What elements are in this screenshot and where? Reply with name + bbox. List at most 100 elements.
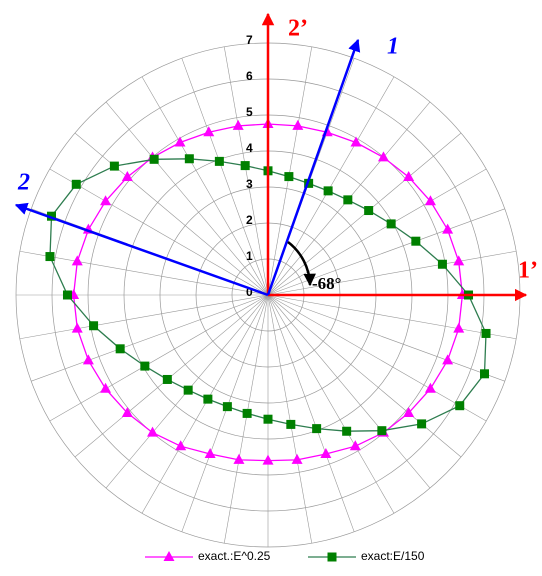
marker bbox=[403, 407, 415, 418]
spoke bbox=[267, 294, 355, 532]
marker bbox=[417, 419, 427, 429]
marker bbox=[204, 447, 216, 458]
marker bbox=[175, 440, 187, 451]
marker bbox=[312, 424, 322, 434]
marker bbox=[100, 382, 112, 393]
annotation: 2’ bbox=[288, 16, 308, 42]
spoke bbox=[223, 294, 269, 544]
marker bbox=[292, 119, 304, 130]
marker bbox=[437, 259, 447, 269]
spoke bbox=[141, 294, 269, 514]
marker bbox=[442, 223, 454, 234]
spoke bbox=[267, 294, 395, 514]
marker bbox=[163, 551, 175, 561]
r-tick-label: 7 bbox=[246, 33, 253, 47]
marker bbox=[455, 401, 465, 411]
marker bbox=[71, 322, 83, 333]
marker bbox=[453, 322, 465, 333]
marker bbox=[121, 170, 133, 181]
marker bbox=[46, 211, 56, 221]
spoke bbox=[267, 294, 505, 382]
marker bbox=[233, 453, 245, 464]
spoke bbox=[267, 76, 395, 296]
marker bbox=[109, 161, 119, 171]
spoke bbox=[19, 294, 269, 340]
axis-1 bbox=[266, 38, 361, 296]
spoke bbox=[181, 294, 269, 532]
spoke bbox=[74, 132, 269, 296]
marker bbox=[453, 255, 465, 266]
r-tick-label: 4 bbox=[246, 141, 253, 155]
marker bbox=[350, 136, 362, 147]
spoke bbox=[49, 168, 269, 296]
marker bbox=[184, 154, 194, 164]
r-tick-label: 3 bbox=[246, 177, 253, 191]
marker bbox=[242, 408, 252, 418]
r-tick-label: 6 bbox=[246, 69, 253, 83]
spoke bbox=[267, 168, 487, 296]
marker bbox=[71, 255, 83, 266]
spoke bbox=[181, 58, 269, 296]
marker bbox=[147, 426, 159, 437]
marker bbox=[480, 369, 490, 379]
marker bbox=[424, 382, 436, 393]
annotation: -68° bbox=[312, 274, 341, 293]
spoke bbox=[223, 46, 269, 296]
marker bbox=[115, 344, 125, 354]
marker bbox=[284, 172, 294, 182]
marker bbox=[174, 136, 186, 147]
marker bbox=[343, 195, 353, 205]
marker bbox=[386, 219, 396, 229]
r-tick-label: 0 bbox=[246, 285, 253, 299]
plot bbox=[45, 118, 491, 465]
spoke bbox=[267, 46, 313, 296]
marker bbox=[403, 170, 415, 181]
spoke bbox=[19, 250, 269, 296]
marker bbox=[481, 328, 491, 338]
spoke bbox=[267, 294, 517, 340]
marker bbox=[62, 290, 72, 300]
legend: exact.:E^0.25 exact:E/150 bbox=[145, 549, 425, 563]
spoke bbox=[267, 294, 487, 422]
legend-label: exact:E/150 bbox=[361, 549, 425, 563]
marker bbox=[121, 407, 133, 418]
marker bbox=[263, 414, 273, 424]
marker bbox=[424, 195, 436, 206]
angle-arc bbox=[287, 241, 316, 287]
marker bbox=[203, 394, 213, 404]
marker bbox=[82, 354, 94, 365]
marker bbox=[240, 161, 250, 171]
r-tick-label: 1 bbox=[246, 249, 253, 263]
marker bbox=[71, 179, 81, 189]
spoke bbox=[31, 294, 269, 382]
spoke bbox=[267, 294, 462, 458]
spoke bbox=[267, 294, 431, 489]
marker bbox=[140, 361, 150, 371]
annotation: 1’ bbox=[518, 258, 538, 284]
spoke bbox=[267, 294, 313, 544]
marker bbox=[232, 119, 244, 130]
marker bbox=[327, 552, 337, 562]
legend-label: exact.:E^0.25 bbox=[198, 549, 271, 563]
marker bbox=[364, 206, 374, 216]
marker bbox=[442, 354, 454, 365]
spoke bbox=[105, 101, 269, 296]
r-tick-label: 5 bbox=[246, 105, 253, 119]
marker bbox=[291, 453, 303, 464]
marker bbox=[377, 426, 387, 436]
marker bbox=[323, 186, 333, 196]
spoke bbox=[49, 294, 269, 422]
marker bbox=[411, 236, 421, 246]
marker bbox=[149, 154, 159, 164]
marker bbox=[286, 419, 296, 429]
annotation: 2 bbox=[17, 170, 30, 196]
marker bbox=[342, 426, 352, 436]
marker bbox=[222, 402, 232, 412]
marker bbox=[262, 454, 274, 465]
marker bbox=[214, 156, 224, 166]
r-tick-label: 2 bbox=[246, 213, 253, 227]
marker bbox=[183, 385, 193, 395]
marker bbox=[162, 374, 172, 384]
marker bbox=[349, 440, 361, 451]
